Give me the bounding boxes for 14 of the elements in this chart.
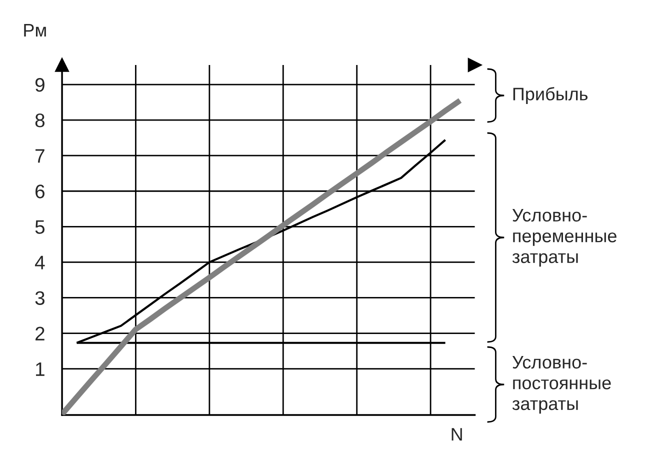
- y-tick-label: 8: [35, 114, 44, 128]
- text: Условно- переменные затраты: [512, 208, 616, 267]
- text: Условно- постоянные затраты: [512, 356, 611, 414]
- y-axis-title: Pм: [24, 24, 46, 36]
- y-tick-label: 1: [36, 362, 44, 376]
- x-axis-title: N: [452, 428, 462, 441]
- y-tick-label: 4: [34, 256, 45, 270]
- text: Прибыль: [513, 87, 588, 104]
- y-tick-label: 7: [36, 149, 44, 163]
- y-tick-label: 3: [35, 291, 44, 305]
- y-tick-label: 2: [36, 326, 44, 340]
- y-tick-label: 6: [36, 184, 44, 198]
- y-tick-label: 9: [35, 78, 44, 92]
- y-tick-label: 5: [35, 220, 45, 234]
